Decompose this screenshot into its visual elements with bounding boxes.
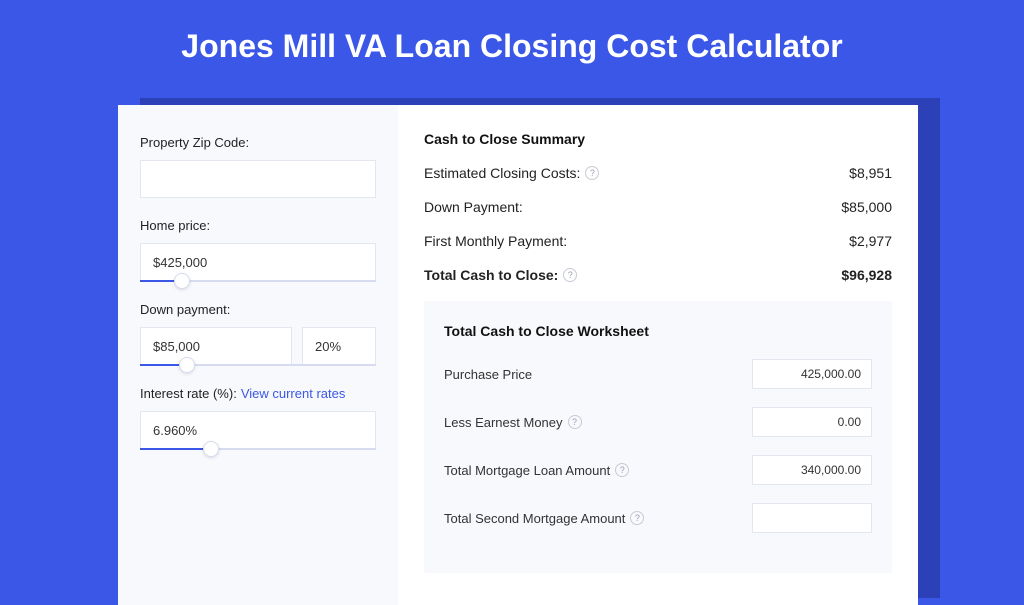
help-icon[interactable]: ? (615, 463, 629, 477)
down-payment-slider-thumb[interactable] (179, 357, 195, 373)
zip-input[interactable] (140, 160, 376, 198)
worksheet-row-loan-amount: Total Mortgage Loan Amount ? (444, 455, 872, 485)
help-icon[interactable]: ? (563, 268, 577, 282)
page-title: Jones Mill VA Loan Closing Cost Calculat… (0, 0, 1024, 89)
interest-rate-label-text: Interest rate (%): (140, 386, 237, 401)
home-price-group: Home price: (140, 218, 376, 282)
down-payment-input[interactable] (140, 327, 292, 365)
interest-rate-input[interactable] (140, 411, 376, 449)
down-payment-slider[interactable] (140, 364, 376, 366)
interest-rate-slider[interactable] (140, 448, 376, 450)
summary-label-text: Down Payment: (424, 199, 523, 215)
home-price-slider-thumb[interactable] (174, 273, 190, 289)
worksheet-value-input[interactable] (752, 503, 872, 533)
worksheet-panel: Total Cash to Close Worksheet Purchase P… (424, 301, 892, 573)
worksheet-title: Total Cash to Close Worksheet (444, 323, 872, 339)
worksheet-value-input[interactable] (752, 455, 872, 485)
interest-rate-label: Interest rate (%): View current rates (140, 386, 376, 401)
summary-title: Cash to Close Summary (424, 131, 892, 147)
inputs-panel: Property Zip Code: Home price: Down paym… (118, 105, 398, 605)
worksheet-row-second-mortgage: Total Second Mortgage Amount ? (444, 503, 872, 533)
summary-row-closing-costs: Estimated Closing Costs: ? $8,951 (424, 165, 892, 181)
calculator-card: Property Zip Code: Home price: Down paym… (118, 105, 918, 605)
summary-panel: Cash to Close Summary Estimated Closing … (398, 105, 918, 605)
summary-row-down-payment: Down Payment: $85,000 (424, 199, 892, 215)
view-rates-link[interactable]: View current rates (241, 386, 346, 401)
down-payment-pct-input[interactable] (302, 327, 376, 365)
summary-value: $85,000 (841, 199, 892, 215)
worksheet-label: Total Second Mortgage Amount (444, 511, 625, 526)
interest-rate-slider-fill (140, 448, 211, 450)
worksheet-row-purchase-price: Purchase Price (444, 359, 872, 389)
help-icon[interactable]: ? (585, 166, 599, 180)
worksheet-row-earnest-money: Less Earnest Money ? (444, 407, 872, 437)
worksheet-label: Less Earnest Money (444, 415, 563, 430)
zip-group: Property Zip Code: (140, 135, 376, 198)
worksheet-label: Purchase Price (444, 367, 532, 382)
help-icon[interactable]: ? (568, 415, 582, 429)
summary-total-value: $96,928 (841, 267, 892, 283)
summary-value: $2,977 (849, 233, 892, 249)
summary-row-total: Total Cash to Close: ? $96,928 (424, 267, 892, 283)
zip-label: Property Zip Code: (140, 135, 376, 150)
summary-label-text: First Monthly Payment: (424, 233, 567, 249)
summary-label-text: Estimated Closing Costs: (424, 165, 580, 181)
interest-rate-group: Interest rate (%): View current rates (140, 386, 376, 450)
summary-value: $8,951 (849, 165, 892, 181)
worksheet-value-input[interactable] (752, 407, 872, 437)
help-icon[interactable]: ? (630, 511, 644, 525)
interest-rate-slider-thumb[interactable] (203, 441, 219, 457)
summary-total-label: Total Cash to Close: (424, 267, 558, 283)
summary-row-first-payment: First Monthly Payment: $2,977 (424, 233, 892, 249)
worksheet-value-input[interactable] (752, 359, 872, 389)
down-payment-label: Down payment: (140, 302, 376, 317)
home-price-label: Home price: (140, 218, 376, 233)
down-payment-group: Down payment: (140, 302, 376, 366)
worksheet-label: Total Mortgage Loan Amount (444, 463, 610, 478)
home-price-slider[interactable] (140, 280, 376, 282)
